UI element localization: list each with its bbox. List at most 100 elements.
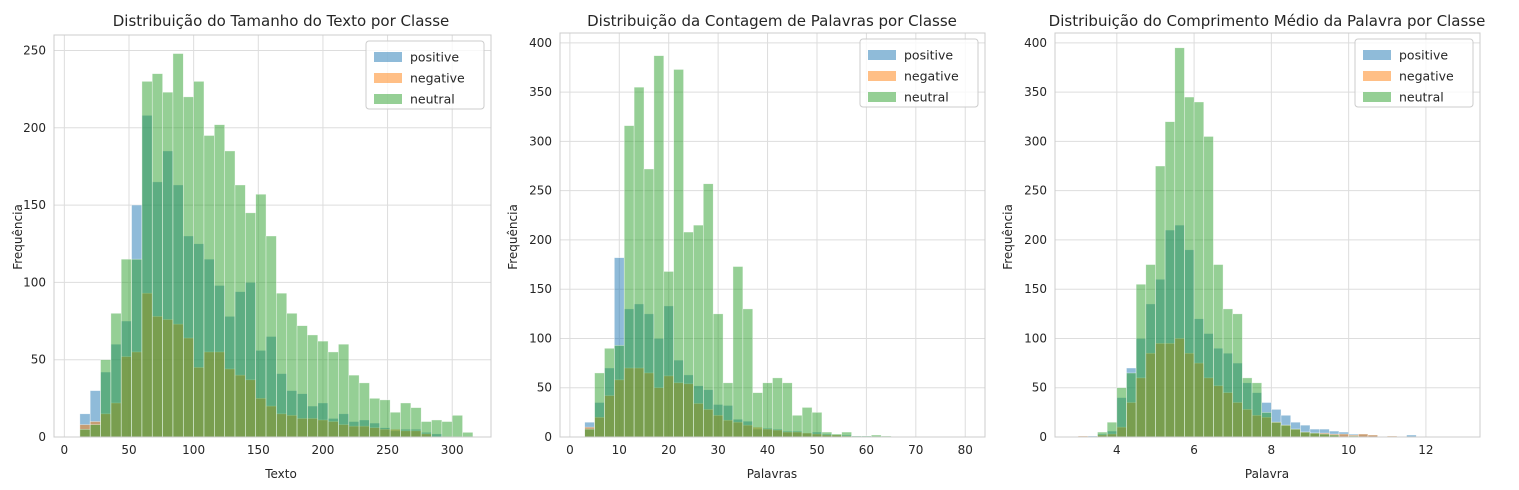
y-tick-label: 400 [529,36,552,50]
bar-neutral [431,419,443,438]
bar-neutral [276,292,288,438]
legend-label-positive: positive [904,48,953,63]
histogram-bars [584,55,892,438]
bar-neutral [762,382,773,438]
bar-neutral [703,183,714,438]
bar-neutral [265,235,277,438]
chart-title: Distribuição do Tamanho do Texto por Cla… [113,12,450,30]
bar-neutral [172,53,184,438]
panel-word-count: Distribuição da Contagem de Palavras por… [506,12,986,481]
bar-neutral [379,399,391,438]
bar-neutral [131,258,143,438]
chart-title: Distribuição do Comprimento Médio da Pal… [1049,12,1486,30]
legend: positive negative neutral [1354,38,1474,108]
bar-neutral [389,411,401,438]
bar-neutral [1097,431,1108,438]
y-tick-label: 150 [23,198,46,212]
legend-swatch-positive [1363,50,1391,60]
bar-neutral [821,431,833,438]
bar-neutral [1271,421,1282,438]
bar-neutral [400,402,412,438]
y-tick-label: 150 [1024,282,1047,296]
bar-neutral [1232,313,1243,438]
bar-neutral [1184,96,1195,438]
y-tick-label: 300 [529,134,552,148]
x-tick-label: 70 [908,443,923,457]
y-tick-label: 0 [1039,430,1047,444]
y-tick-label: 100 [529,331,552,345]
bar-neutral [653,55,665,438]
y-tick-label: 350 [1024,85,1047,99]
legend-swatch-positive [868,50,896,60]
bar-neutral [369,398,381,438]
bar-neutral [193,81,205,438]
bar-neutral [1309,432,1320,438]
bar-neutral [742,308,754,438]
y-tick-label: 300 [1024,134,1047,148]
bar-neutral [1135,283,1147,438]
legend-swatch-positive [374,52,402,62]
bar-neutral [722,382,734,438]
bar-neutral [712,313,724,438]
bar-neutral [214,124,225,438]
bar-neutral [1251,382,1263,438]
legend-label-positive: positive [410,50,459,65]
y-tick-label: 0 [38,430,46,444]
bar-neutral [1164,121,1176,438]
bar-neutral [410,407,422,438]
y-axis-label: Frequência [1001,204,1015,270]
x-tick-label: 12 [1418,443,1433,457]
x-tick-label: 200 [311,443,334,457]
bar-neutral [79,428,91,438]
y-tick-label: 150 [529,282,552,296]
y-tick-label: 100 [23,275,46,289]
legend-swatch-neutral [1363,92,1391,102]
y-tick-label: 350 [529,85,552,99]
bar-neutral [348,374,360,438]
y-tick-label: 200 [23,121,46,135]
y-tick-label: 200 [1024,233,1047,247]
bar-neutral [1222,308,1234,438]
y-tick-label: 0 [544,430,552,444]
axis-ticks: 4 6 8 10 12 0 50 100 150 200 250 300 350 400 [1024,36,1433,457]
y-axis-label: Frequência [11,204,25,270]
panel-avg-word-length: Distribuição do Comprimento Médio da Pal… [1001,12,1485,481]
bar-neutral [441,421,453,438]
x-tick-label: 4 [1113,443,1121,457]
y-tick-label: 200 [529,233,552,247]
bar-neutral [182,96,194,438]
histogram-bars [79,53,474,438]
bar-neutral [89,424,101,438]
bar-neutral [141,81,153,438]
bar-neutral [338,343,350,438]
legend-label-neutral: neutral [1399,90,1444,105]
y-tick-label: 250 [529,184,552,198]
bar-neutral [633,86,645,438]
bar-neutral [643,168,655,438]
x-tick-label: 30 [710,443,725,457]
bar-neutral [110,313,122,438]
bar-neutral [752,392,763,438]
bar-neutral [245,212,256,438]
legend-label-neutral: neutral [904,90,949,105]
legend-label-positive: positive [1399,48,1448,63]
axes-frame [559,32,986,438]
x-axis-label: Palavra [1245,467,1289,481]
bar-neutral [420,421,432,438]
bar-neutral [1203,136,1214,438]
bar-neutral [584,428,595,438]
bar-neutral [224,150,236,438]
bar-neutral [162,91,174,438]
panel-text-length: Distribuição do Tamanho do Texto por Cla… [11,12,492,481]
bar-neutral [614,345,625,438]
axes-frame [1054,32,1481,438]
bar-neutral [683,231,694,438]
x-tick-label: 40 [760,443,775,457]
bar-neutral [1242,377,1253,438]
bar-neutral [623,125,635,438]
x-tick-label: 0 [566,443,574,457]
legend-label-negative: negative [410,71,465,86]
bar-neutral [1300,431,1311,438]
legend-label-negative: negative [1399,69,1454,84]
x-tick-label: 150 [247,443,270,457]
